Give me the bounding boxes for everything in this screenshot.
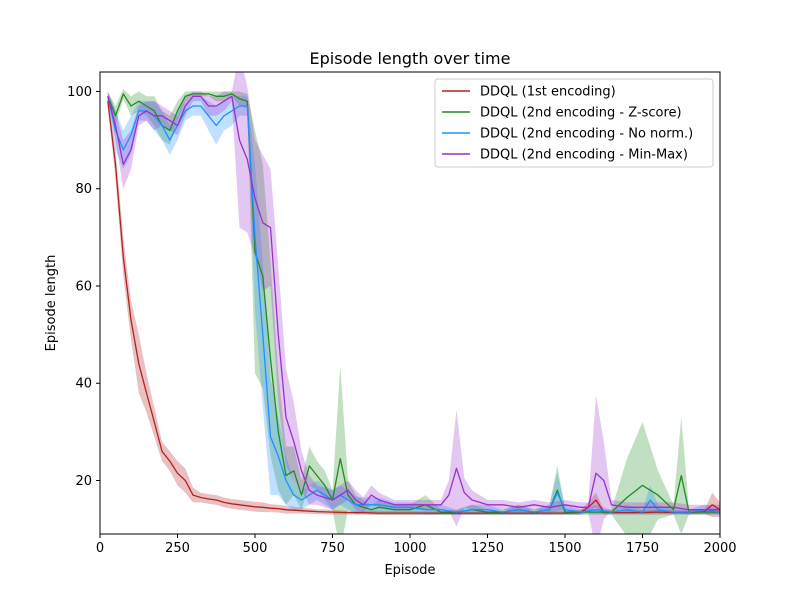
line-ddql-2nd-encoding-min-max: [107, 95, 720, 511]
series-lines: [107, 93, 720, 514]
y-tick-label: 60: [75, 279, 92, 294]
x-axis-label: Episode: [384, 563, 435, 578]
legend-box: [434, 78, 714, 168]
y-axis-ticks: 20 40 60 80 100: [67, 85, 100, 489]
band-ddql-2nd-encoding-z-score: [107, 89, 720, 534]
x-tick-label: 2000: [703, 541, 736, 556]
x-tick-label: 750: [320, 541, 345, 556]
plot-area: [99, 71, 721, 535]
y-tick-label: 100: [67, 85, 92, 100]
legend: DDQL (1st encoding) DDQL (2nd encoding - …: [434, 78, 714, 168]
x-tick-label: 0: [96, 541, 104, 556]
x-tick-label: 1250: [471, 541, 504, 556]
band-ddql-2nd-encoding-no-norm: [107, 91, 720, 515]
legend-label-ddql-1st-encoding: DDQL (1st encoding): [480, 85, 616, 100]
y-axis-label: Episode length: [44, 255, 59, 352]
y-tick-label: 20: [75, 474, 92, 489]
x-tick-label: 250: [165, 541, 190, 556]
y-tick-label: 40: [75, 377, 92, 392]
legend-label-ddql-2nd-encoding-z-score: DDQL (2nd encoding - Z-score): [480, 106, 682, 121]
band-ddql-2nd-encoding-min-max: [107, 72, 720, 534]
legend-label-ddql-2nd-encoding-min-max: DDQL (2nd encoding - Min-Max): [480, 148, 688, 163]
x-tick-label: 1500: [548, 541, 581, 556]
confidence-bands: [107, 72, 720, 534]
x-tick-label: 1750: [626, 541, 659, 556]
x-tick-label: 1000: [393, 541, 426, 556]
chart-title: Episode length over time: [310, 49, 511, 68]
y-tick-label: 80: [75, 182, 92, 197]
x-axis-ticks: 0 250 500 750 1000 1250 1500 1750 2000: [96, 534, 737, 556]
x-tick-label: 500: [243, 541, 268, 556]
legend-label-ddql-2nd-encoding-no-norm: DDQL (2nd encoding - No norm.): [480, 127, 693, 142]
